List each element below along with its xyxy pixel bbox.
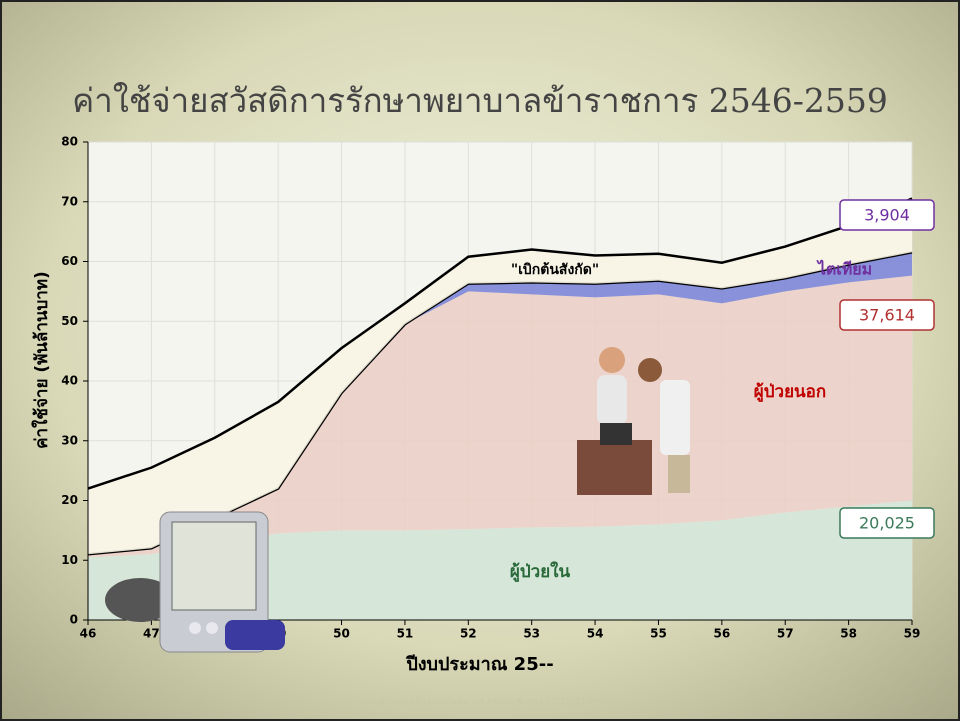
y-tick-label: 80 [61,135,78,149]
x-tick-label: 57 [777,627,794,641]
illustration-patient [577,347,690,495]
area [88,275,912,558]
x-axis-label: ปีงบประมาณ 25-- [405,654,554,675]
annotation-box [839,199,935,231]
series-label: ผู้ป่วยนอก [754,382,826,403]
x-tick-label: 53 [523,627,540,641]
x-tick-label: 54 [587,627,604,641]
y-tick-label: 20 [61,493,78,507]
annotation-box [839,299,935,331]
footer: การประชุมระบบเบิกจ่ายสวัสดิการฯ กรมบัญชี… [348,697,613,708]
area [88,500,912,620]
chart-title: ค่าใช้จ่ายสวัสดิการรักษาพยาบาลข้าราชการ … [72,81,888,120]
series-label: ไตเทียม [816,260,872,279]
annotation: 20,025 [859,514,915,533]
y-tick-label: 0 [70,613,78,627]
x-tick-label: 55 [650,627,667,641]
x-tick-label: 47 [143,627,160,641]
y-tick-label: 10 [61,553,78,567]
annotation: 3,904 [864,206,910,225]
y-tick-label: 30 [61,433,78,447]
x-tick-label: 51 [397,627,414,641]
x-tick-label: 59 [904,627,921,641]
y-tick-label: 40 [61,374,78,388]
series-label: ผู้ป่วยใน [510,561,571,583]
y-axis-label: ค่าใช้จ่าย (พันล้านบาท) [31,271,52,449]
annotation-box [839,507,935,539]
x-tick-label: 56 [713,627,730,641]
area-edge [87,197,913,490]
x-tick-label: 46 [80,627,97,641]
annotation: 37,614 [859,306,915,325]
x-tick-label: 50 [333,627,350,641]
y-tick-label: 70 [61,194,78,208]
area [88,252,912,555]
illustration-bp-monitor [105,511,285,653]
y-tick-label: 50 [61,314,78,328]
x-tick-label: 52 [460,627,477,641]
x-tick-label: 58 [840,627,857,641]
series-label: "เบิกต้นสังกัด" [511,262,599,278]
y-tick-label: 60 [61,254,78,268]
